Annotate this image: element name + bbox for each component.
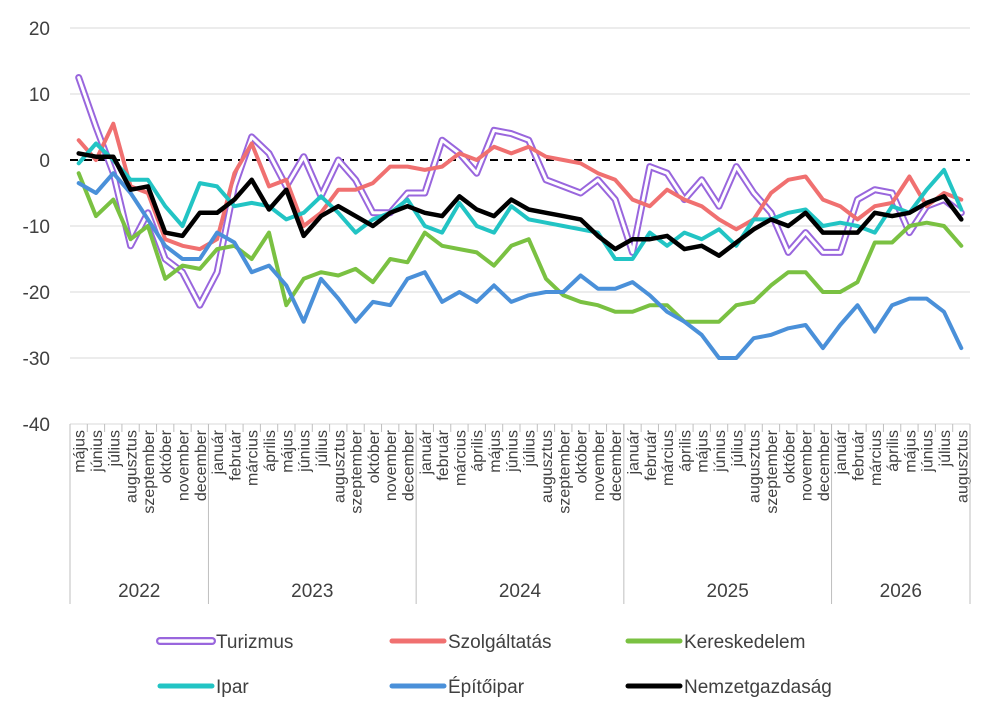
legend-item-kereskedelem: Kereskedelem <box>625 632 805 653</box>
series-line-kereskedelem <box>76 171 964 324</box>
x-tick-label: december <box>608 429 625 501</box>
legend-label-kereskedelem: Kereskedelem <box>684 632 805 653</box>
year-label: 2025 <box>707 581 749 602</box>
year-label: 2026 <box>880 581 922 602</box>
x-tick-label: augusztus <box>747 430 764 503</box>
legend-label-ipar: Ipar <box>216 677 249 698</box>
x-tick-label: április <box>262 430 279 472</box>
x-tick-label: december <box>193 429 210 501</box>
legend-item-nemzetgazdasag: Nemzetgazdaság <box>625 677 832 698</box>
x-tick-label: július <box>106 430 123 467</box>
x-tick-label: február <box>643 429 660 480</box>
x-tick-label: november <box>383 429 400 501</box>
x-axis: május június július augusztus szeptember októ… <box>69 424 971 604</box>
x-tick-label: augusztus <box>331 430 348 503</box>
x-tick-label: március <box>868 430 885 486</box>
legend-label-nemzetgazdasag: Nemzetgazdaság <box>684 677 832 698</box>
x-tick-label: augusztus <box>124 430 141 503</box>
x-tick-label: július <box>937 430 954 467</box>
legend-label-epitoipar: Építőipar <box>448 677 525 698</box>
series-line-turizmus <box>75 74 965 309</box>
x-tick-label: március <box>245 430 262 486</box>
y-axis: 20 10 0 -10 -20 -30 -40 <box>23 19 50 436</box>
x-tick-label: november <box>176 429 193 501</box>
x-tick-label: január <box>418 429 435 475</box>
x-tick-label: január <box>626 429 643 475</box>
x-tick-label: október <box>158 429 175 483</box>
legend-label-szolgaltatas: Szolgáltatás <box>448 632 552 653</box>
x-tick-label: január <box>833 429 850 475</box>
x-tick-label: július <box>314 430 331 467</box>
year-label: 2023 <box>291 581 333 602</box>
x-tick-label: november <box>799 429 816 501</box>
x-tick-label: szeptember <box>764 429 781 513</box>
x-tick-label: március <box>660 430 677 486</box>
x-tick-label: június <box>89 430 106 473</box>
year-label: 2024 <box>499 581 542 602</box>
y-tick-label: 10 <box>29 85 50 106</box>
series-lines <box>75 74 965 360</box>
y-tick-label: -30 <box>23 349 50 370</box>
x-tick-label: december <box>401 429 418 501</box>
x-tick-label: április <box>470 430 487 472</box>
x-tick-label: július <box>522 430 539 467</box>
x-tick-label: szeptember <box>556 429 573 513</box>
x-tick-label: június <box>712 430 729 473</box>
legend-item-ipar: Ipar <box>157 677 249 698</box>
x-tick-label: augusztus <box>954 430 971 503</box>
legend: Turizmus Szolgáltatás Kereskedelem Ipar … <box>156 632 832 698</box>
x-tick-label: április <box>885 430 902 472</box>
x-tick-label: május <box>72 430 89 473</box>
x-tick-label: május <box>487 430 504 473</box>
x-tick-label: augusztus <box>539 430 556 503</box>
x-tick-label: április <box>677 430 694 472</box>
x-tick-label: május <box>902 430 919 473</box>
x-tick-label: szeptember <box>141 429 158 513</box>
x-tick-label: március <box>452 430 469 486</box>
x-tick-label: december <box>816 429 833 501</box>
y-tick-label: 0 <box>39 151 50 172</box>
x-tick-label: szeptember <box>349 429 366 513</box>
x-tick-label: október <box>574 429 591 483</box>
series-line-nemzetgazdaság <box>76 151 964 258</box>
y-tick-label: -40 <box>23 415 50 436</box>
series-line-ipar <box>76 141 964 261</box>
x-tick-label: június <box>920 430 937 473</box>
x-tick-label: július <box>729 430 746 467</box>
x-tick-label: október <box>781 429 798 483</box>
x-tick-label: november <box>591 429 608 501</box>
x-tick-label: május <box>695 430 712 473</box>
series-line-építőipar <box>76 171 964 360</box>
x-tick-label: május <box>279 430 296 473</box>
x-tick-label: június <box>297 430 314 473</box>
legend-item-turizmus: Turizmus <box>156 632 293 653</box>
x-tick-label: június <box>504 430 521 473</box>
x-tick-label: február <box>227 429 244 480</box>
x-tick-label: október <box>366 429 383 483</box>
legend-label-turizmus: Turizmus <box>216 632 293 653</box>
y-tick-label: -20 <box>23 283 50 304</box>
legend-item-epitoipar: Építőipar <box>389 677 525 698</box>
x-tick-label: február <box>851 429 868 480</box>
series-line-turizmus-inner <box>77 76 963 307</box>
legend-item-szolgaltatas: Szolgáltatás <box>389 632 552 653</box>
y-tick-label: 20 <box>29 19 50 40</box>
x-tick-label: január <box>210 429 227 475</box>
year-label: 2022 <box>118 581 160 602</box>
y-tick-label: -10 <box>23 217 50 238</box>
gridlines <box>70 27 970 425</box>
x-tick-label: február <box>435 429 452 480</box>
